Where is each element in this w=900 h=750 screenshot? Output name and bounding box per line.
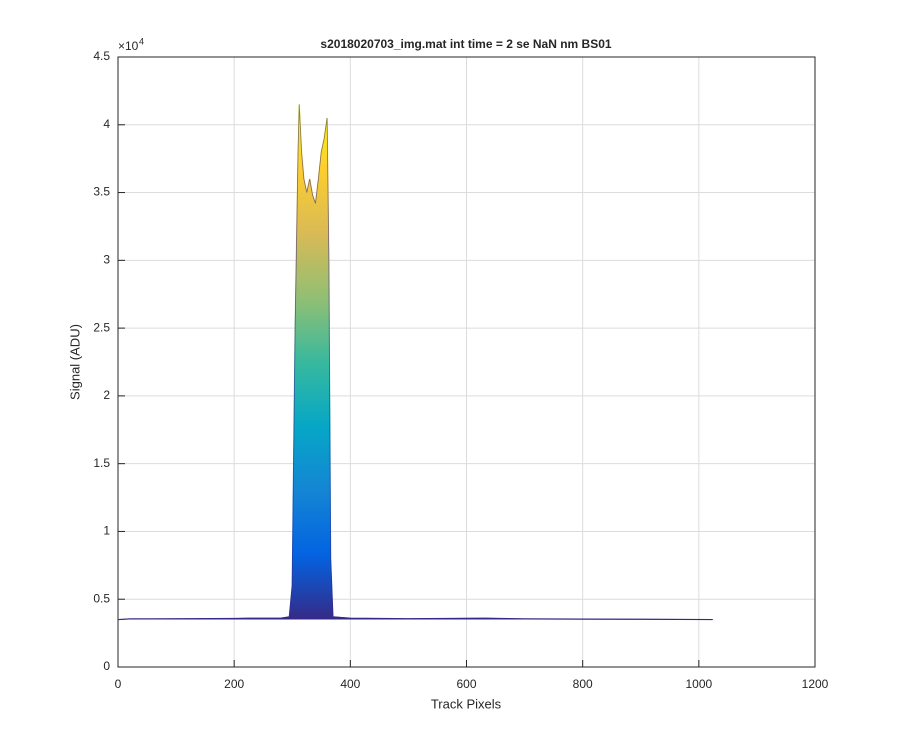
x-tick-label: 800 <box>573 677 593 691</box>
y-tick-label: 1 <box>103 524 110 538</box>
x-tick-label: 400 <box>340 677 360 691</box>
y-tick-label: 0.5 <box>93 591 110 605</box>
y-tick-label: 3.5 <box>93 185 110 199</box>
y-tick-label: 3 <box>103 253 110 267</box>
y-axis-label: Signal (ADU) <box>67 324 82 400</box>
y-tick-label: 1.5 <box>93 456 110 470</box>
y-tick-label: 2 <box>103 388 110 402</box>
y-multiplier: ×10 <box>118 39 139 53</box>
y-tick-label: 4 <box>103 117 110 131</box>
y-multiplier-exponent: 4 <box>139 36 144 46</box>
x-tick-label: 1200 <box>802 677 829 691</box>
baseline-line <box>118 104 713 620</box>
x-axis-label: Track Pixels <box>431 696 502 711</box>
y-tick-label: 0 <box>103 659 110 673</box>
y-tick-label: 4.5 <box>93 49 110 63</box>
x-tick-label: 200 <box>224 677 244 691</box>
y-tick-label: 2.5 <box>93 320 110 334</box>
x-tick-label: 1000 <box>685 677 712 691</box>
x-tick-label: 0 <box>115 677 122 691</box>
chart-title: s2018020703_img.mat int time = 2 se NaN … <box>320 37 611 51</box>
x-tick-label: 600 <box>456 677 476 691</box>
